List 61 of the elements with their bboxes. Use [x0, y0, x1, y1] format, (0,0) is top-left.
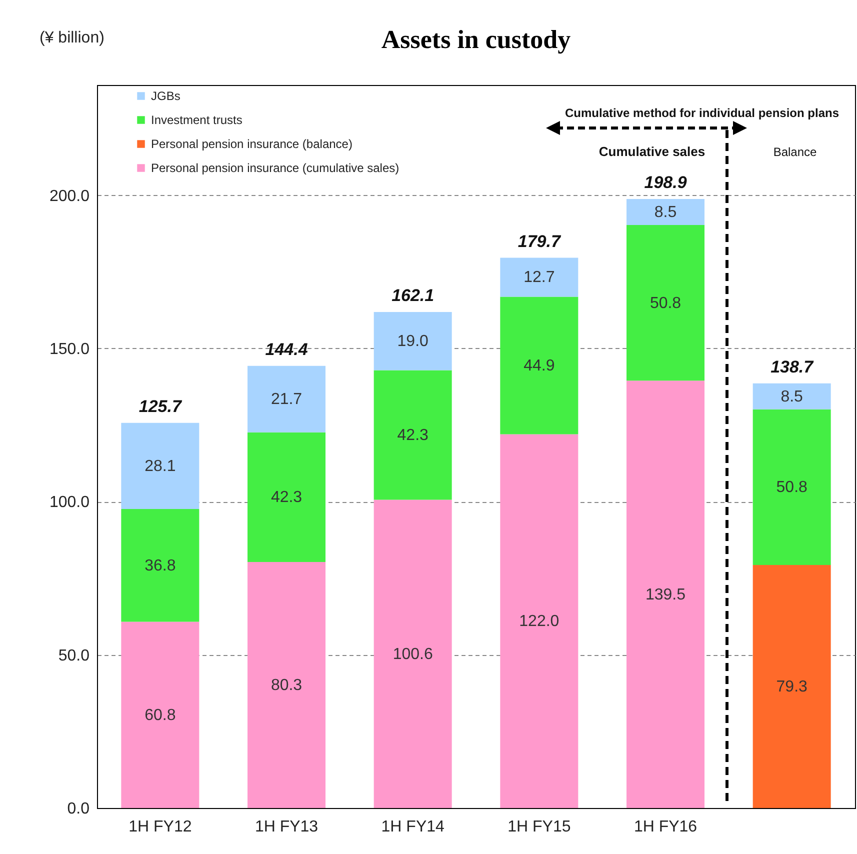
y-tick-label: 0.0 — [67, 800, 90, 818]
x-tick-label: 1H FY14 — [381, 818, 445, 836]
total-label: 198.9 — [644, 172, 688, 192]
bar — [626, 380, 704, 808]
legend-label: Investment trusts — [151, 113, 242, 127]
data-label: 8.5 — [654, 204, 677, 221]
data-label: 122.0 — [519, 613, 560, 630]
bar — [752, 383, 831, 410]
bar — [500, 296, 578, 434]
bar — [752, 565, 831, 808]
legend-label: Personal pension insurance (balance) — [151, 137, 352, 151]
bar — [121, 622, 200, 808]
legend-label: JGBs — [151, 89, 180, 103]
total-label: 125.7 — [138, 396, 183, 416]
bar — [248, 432, 326, 562]
annotation: Cumulative sales — [598, 144, 706, 159]
data-label: 12.7 — [524, 269, 555, 286]
y-tick-label: 200.0 — [49, 188, 90, 205]
data-label: 21.7 — [270, 391, 302, 408]
y-tick-label: 150.0 — [49, 340, 90, 358]
data-label: 42.3 — [397, 427, 429, 444]
legend-label: Personal pension insurance (cumulative sales) — [151, 161, 400, 175]
bar — [626, 198, 704, 226]
data-label: 8.5 — [780, 388, 804, 406]
data-label: 80.3 — [270, 677, 302, 694]
data-label: 42.3 — [270, 489, 302, 506]
bar — [121, 508, 200, 622]
data-label: 36.8 — [144, 557, 176, 574]
bar — [248, 562, 326, 808]
y-tick-label: 100.0 — [49, 494, 90, 512]
data-label: 50.8 — [776, 479, 808, 496]
data-label: 79.3 — [776, 678, 808, 696]
bar — [374, 500, 452, 808]
y-axis-title: (¥ billion) — [40, 30, 104, 46]
total-label: 162.1 — [392, 286, 434, 306]
total-label: 179.7 — [518, 232, 562, 251]
bar — [121, 422, 200, 509]
bar — [500, 258, 578, 297]
data-label: 60.8 — [144, 706, 176, 724]
data-label: 44.9 — [524, 357, 555, 374]
annotation: Cumulative method for individual pension plans — [564, 106, 840, 120]
x-tick-label: 1H FY15 — [508, 818, 571, 836]
y-tick-label: 50.0 — [58, 647, 90, 664]
bar — [374, 312, 452, 370]
bar — [752, 409, 831, 566]
data-label: 139.5 — [645, 586, 686, 604]
bar — [374, 370, 452, 500]
annotation: Balance — [773, 145, 818, 159]
data-label: 100.6 — [392, 646, 433, 663]
total-label: 138.7 — [770, 357, 815, 376]
bar — [626, 225, 704, 381]
x-tick-label: 1H FY13 — [254, 818, 318, 836]
bar — [248, 366, 326, 432]
bar — [500, 434, 578, 808]
chart-title: Assets in custody — [381, 25, 571, 54]
data-label: 28.1 — [144, 458, 176, 475]
data-label: 50.8 — [650, 294, 682, 312]
total-label: 144.4 — [265, 340, 308, 359]
x-tick-label: 1H FY12 — [128, 818, 192, 836]
data-label: 19.0 — [397, 333, 429, 350]
x-tick-label: 1H FY16 — [634, 818, 698, 836]
